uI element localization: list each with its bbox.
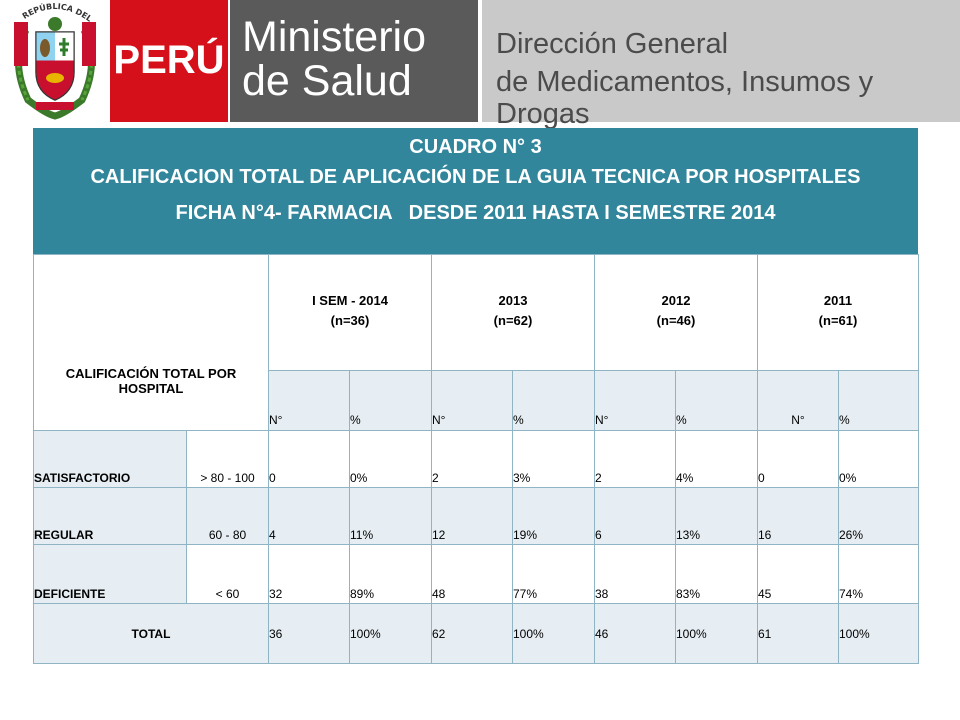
cell-value: 45 — [757, 544, 839, 604]
cell-value: 48 — [431, 544, 513, 604]
period-label: 2013 — [498, 293, 528, 308]
table-total-row: TOTAL 36 100% 62 100% 46 100% 61 100% — [33, 603, 919, 664]
cell-value: 100% — [838, 603, 919, 664]
cell-value: 3% — [512, 430, 595, 488]
cell-value: 83% — [675, 544, 758, 604]
row-label: SATISFACTORIO — [33, 430, 187, 488]
period-n: (n=61) — [818, 313, 858, 328]
row-range: < 60 — [186, 544, 269, 604]
period-header-2013: 2013 (n=62) — [431, 254, 595, 371]
cell-value: 12 — [431, 487, 513, 545]
sub-header-pct: % — [838, 370, 919, 431]
results-table: CALIFICACIÓN TOTAL POR HOSPITAL I SEM - … — [33, 254, 919, 664]
cell-value: 46 — [594, 603, 676, 664]
cell-value: 36 — [268, 603, 350, 664]
cell-value: 19% — [512, 487, 595, 545]
row-range: > 80 - 100 — [186, 430, 269, 488]
direction-line1: Dirección General — [496, 28, 729, 60]
period-header-2012: 2012 (n=46) — [594, 254, 758, 371]
sub-header-n: N° — [431, 370, 513, 431]
row-label: DEFICIENTE — [33, 544, 187, 604]
sub-header-pct: % — [349, 370, 432, 431]
total-label: TOTAL — [33, 603, 269, 664]
ministry-block: Ministerio de Salud — [230, 0, 478, 122]
cell-value: 11% — [349, 487, 432, 545]
table-title-box: CUADRO N° 3 CALIFICACION TOTAL DE APLICA… — [33, 128, 918, 254]
cell-value: 13% — [675, 487, 758, 545]
title-line3: FICHA N°4- FARMACIA DESDE 2011 HASTA I S… — [175, 202, 776, 224]
cell-value: 38 — [594, 544, 676, 604]
row-label: REGULAR — [33, 487, 187, 545]
cell-value: 4% — [675, 430, 758, 488]
table-row: SATISFACTORIO > 80 - 100 0 0% 2 3% 2 4% … — [33, 430, 919, 488]
table-row: DEFICIENTE < 60 32 89% 48 77% 38 83% 45 … — [33, 544, 919, 604]
direction-block: Dirección General de Medicamentos, Insum… — [482, 0, 960, 130]
cell-value: 16 — [757, 487, 839, 545]
title-line2: CALIFICACION TOTAL DE APLICACIÓN DE LA G… — [90, 166, 861, 188]
ministry-line2: de Salud — [242, 57, 412, 105]
cell-value: 100% — [512, 603, 595, 664]
period-header-2014: I SEM - 2014 (n=36) — [268, 254, 432, 371]
sub-header-pct: % — [512, 370, 595, 431]
period-header-2011: 2011 (n=61) — [757, 254, 919, 371]
title-line1: CUADRO N° 3 — [409, 136, 542, 158]
period-n: (n=46) — [656, 313, 696, 328]
header-banner: REPÚBLICA DEL PERÚ PERÚ Ministerio de Sa… — [0, 0, 960, 130]
cell-value: 100% — [675, 603, 758, 664]
cell-value: 74% — [838, 544, 919, 604]
cell-value: 2 — [594, 430, 676, 488]
sub-header-n: N° — [594, 370, 676, 431]
table-row: REGULAR 60 - 80 4 11% 12 19% 6 13% 16 26… — [33, 487, 919, 545]
cell-value: 32 — [268, 544, 350, 604]
cell-value: 4 — [268, 487, 350, 545]
cell-value: 62 — [431, 603, 513, 664]
sub-header-pct: % — [675, 370, 758, 431]
row-range: 60 - 80 — [186, 487, 269, 545]
period-label: I SEM - 2014 — [312, 293, 388, 308]
ministry-line1: Ministerio — [242, 13, 426, 61]
cell-value: 0 — [757, 430, 839, 488]
period-n: (n=36) — [330, 313, 370, 328]
cell-value: 0 — [268, 430, 350, 488]
cell-value: 0% — [838, 430, 919, 488]
cell-value: 89% — [349, 544, 432, 604]
cell-value: 0% — [349, 430, 432, 488]
cell-value: 100% — [349, 603, 432, 664]
cell-value: 77% — [512, 544, 595, 604]
row-header-cell: CALIFICACIÓN TOTAL POR HOSPITAL — [33, 254, 269, 431]
cell-value: 2 — [431, 430, 513, 488]
peru-coat-of-arms-icon: REPÚBLICA DEL PERÚ — [6, 2, 96, 120]
period-label: 2011 — [823, 293, 853, 308]
peru-block: PERÚ — [110, 0, 228, 122]
cell-value: 61 — [757, 603, 839, 664]
peru-label: PERÚ — [113, 38, 225, 82]
period-n: (n=62) — [493, 313, 533, 328]
sub-header-n: N° — [757, 370, 839, 431]
cell-value: 26% — [838, 487, 919, 545]
direction-line2: de Medicamentos, Insumos y Drogas — [496, 66, 874, 130]
cell-value: 6 — [594, 487, 676, 545]
period-label: 2012 — [661, 293, 691, 308]
sub-header-n: N° — [268, 370, 350, 431]
